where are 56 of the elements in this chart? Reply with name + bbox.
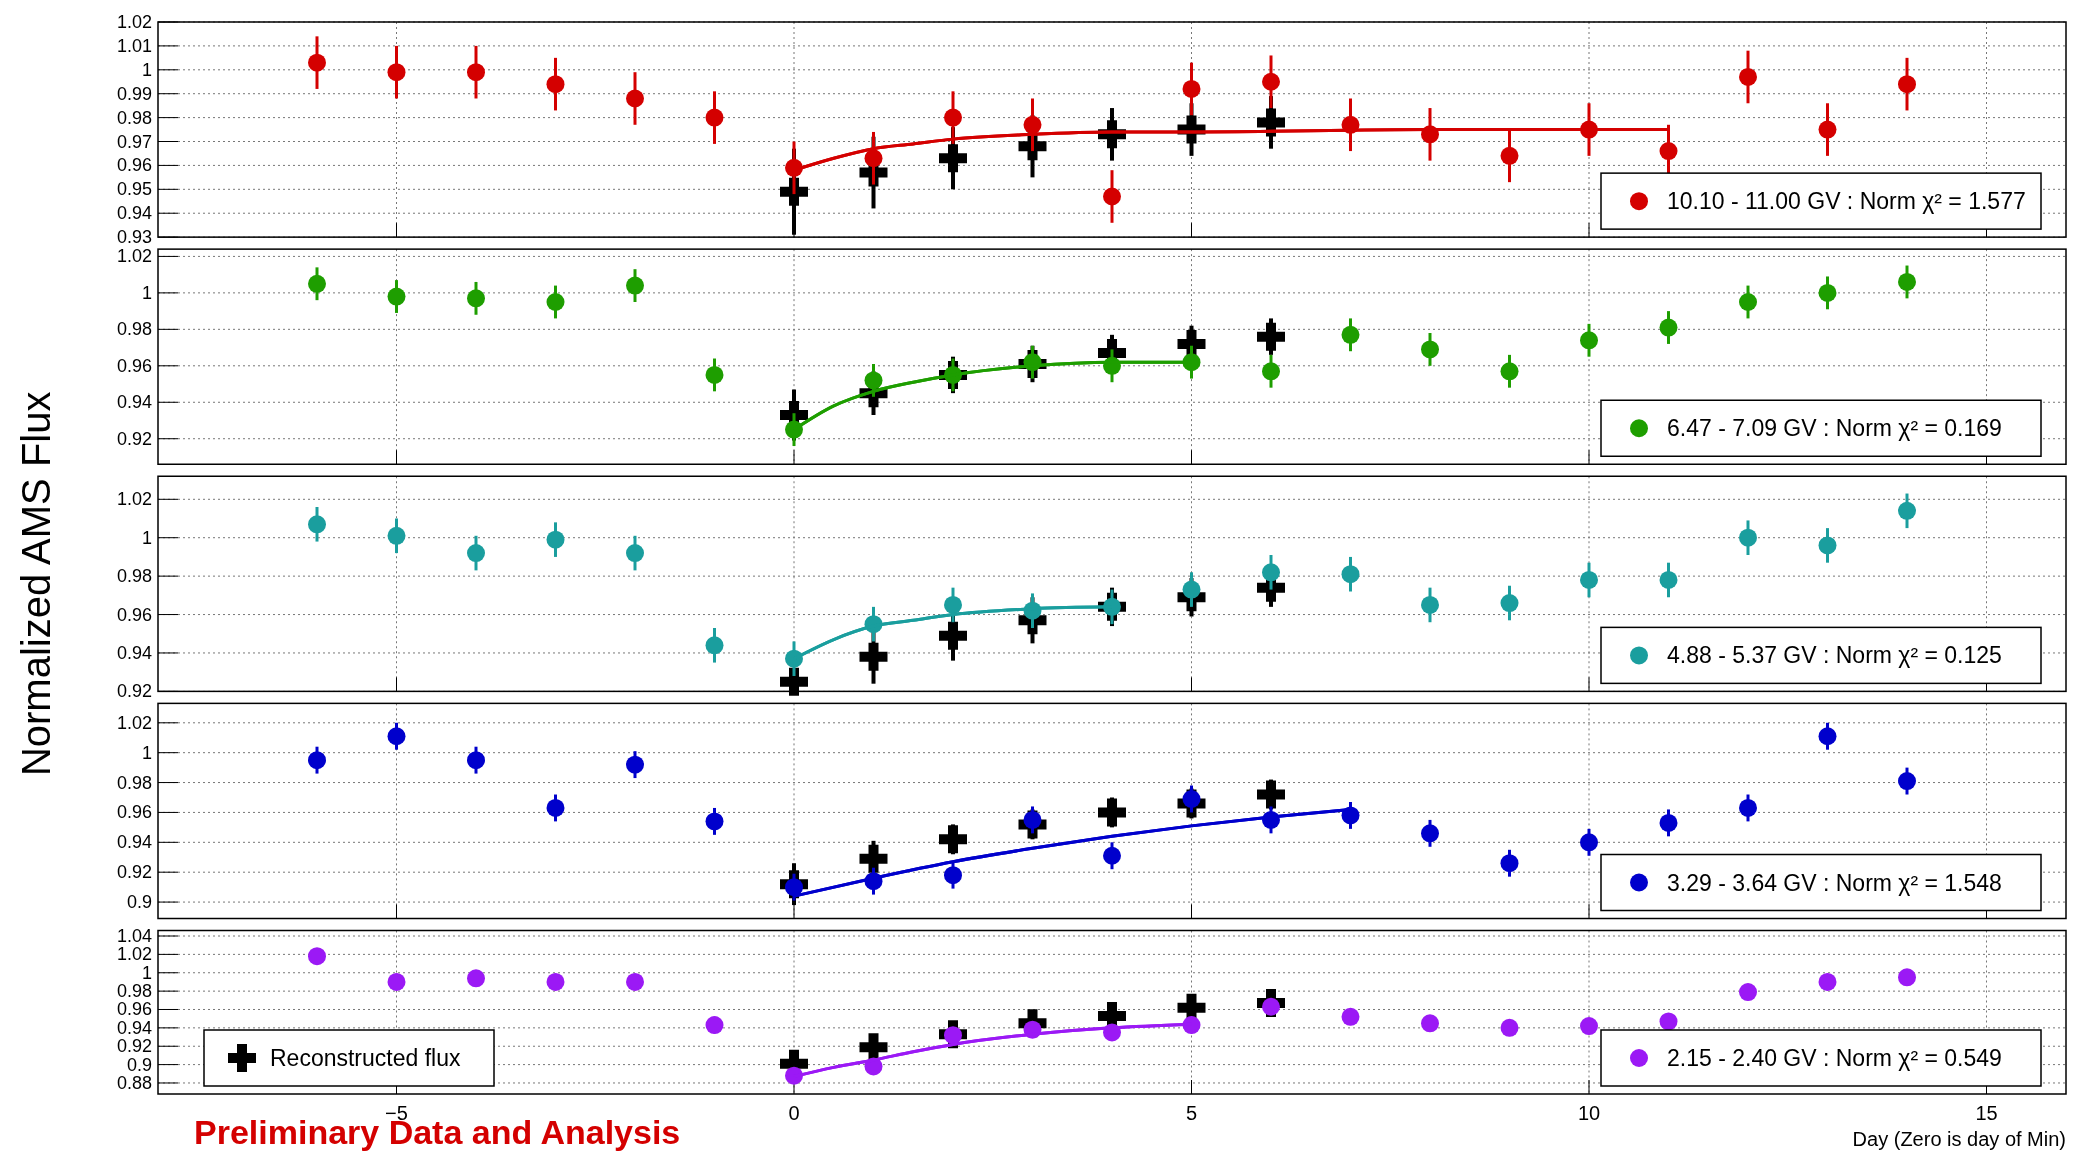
y-tick-label: 0.98 — [116, 772, 152, 793]
y-tick-label: 0.99 — [116, 83, 152, 104]
y-tick-label: 0.9 — [126, 892, 152, 913]
legend-box: 6.47 - 7.09 GV : Norm χ² = 0.169 — [1600, 399, 2042, 457]
legend-box: Reconstructed flux — [203, 1029, 495, 1087]
y-tick-label: 0.94 — [116, 642, 152, 663]
legend-label: 4.88 - 5.37 GV : Norm χ² = 0.125 — [1667, 642, 2002, 669]
legend-box: 10.10 - 11.00 GV : Norm χ² = 1.577 — [1600, 172, 2042, 230]
y-tick-label: 1.04 — [116, 926, 152, 947]
legend-box: 3.29 - 3.64 GV : Norm χ² = 1.548 — [1600, 853, 2042, 912]
y-tick-label: 1.02 — [116, 246, 152, 267]
x-tick-label: 0 — [788, 1102, 800, 1124]
y-tick-label: 0.98 — [116, 981, 152, 1002]
legend-box: 2.15 - 2.40 GV : Norm χ² = 0.549 — [1600, 1029, 2042, 1087]
y-tick-label: 0.96 — [116, 155, 152, 176]
y-tick-label: 0.94 — [116, 832, 152, 853]
y-tick-label: 0.92 — [116, 681, 152, 702]
y-tick-label: 1 — [141, 527, 152, 548]
y-tick-label: 0.96 — [116, 999, 152, 1020]
y-tick-label: 0.96 — [116, 355, 152, 376]
legend-box: 4.88 - 5.37 GV : Norm χ² = 0.125 — [1600, 626, 2042, 685]
legend-label: 6.47 - 7.09 GV : Norm χ² = 0.169 — [1667, 415, 2002, 442]
y-tick-label: 1.01 — [116, 35, 152, 56]
legend-label: 2.15 - 2.40 GV : Norm χ² = 0.549 — [1667, 1045, 2002, 1071]
y-tick-label: 1 — [141, 962, 152, 983]
y-tick-label: 1.02 — [116, 489, 152, 510]
y-tick-label: 0.95 — [116, 179, 152, 200]
x-tick-label: 15 — [1975, 1102, 1998, 1124]
y-tick-label: 0.94 — [116, 1017, 152, 1038]
y-tick-label: 0.96 — [116, 604, 152, 625]
y-tick-label: 0.98 — [116, 107, 152, 128]
legend-label: 3.29 - 3.64 GV : Norm χ² = 1.548 — [1667, 869, 2002, 896]
y-tick-label: 0.92 — [116, 428, 152, 449]
y-tick-label: 1.02 — [116, 12, 152, 32]
y-tick-label: 0.94 — [116, 392, 152, 413]
y-tick-label: 0.96 — [116, 802, 152, 823]
y-tick-label: 1.02 — [116, 712, 152, 733]
y-tick-label: 0.9 — [126, 1054, 152, 1075]
x-tick-label: 5 — [1185, 1102, 1198, 1124]
y-tick-label: 0.94 — [116, 203, 152, 224]
y-tick-label: 0.98 — [116, 566, 152, 587]
y-tick-label: 1.02 — [116, 944, 152, 965]
y-tick-label: 1 — [141, 59, 152, 80]
y-tick-label: 0.92 — [116, 1036, 152, 1057]
x-axis-title: Day (Zero is day of Min) — [1852, 1128, 2066, 1150]
legend-label: 10.10 - 11.00 GV : Norm χ² = 1.577 — [1667, 188, 2026, 215]
legend-label: Reconstructed flux — [270, 1045, 461, 1071]
x-tick-label: 10 — [1577, 1102, 1601, 1124]
y-tick-label: 0.93 — [116, 227, 152, 248]
y-tick-label: 0.98 — [116, 319, 152, 340]
y-tick-label: 0.92 — [116, 862, 152, 883]
y-tick-label: 0.88 — [116, 1072, 152, 1093]
y-tick-label: 0.97 — [116, 131, 152, 152]
y-tick-label: 1 — [141, 742, 152, 763]
y-tick-label: 1 — [141, 282, 152, 303]
y-axis-title: Normalized AMS Flux — [14, 391, 58, 777]
